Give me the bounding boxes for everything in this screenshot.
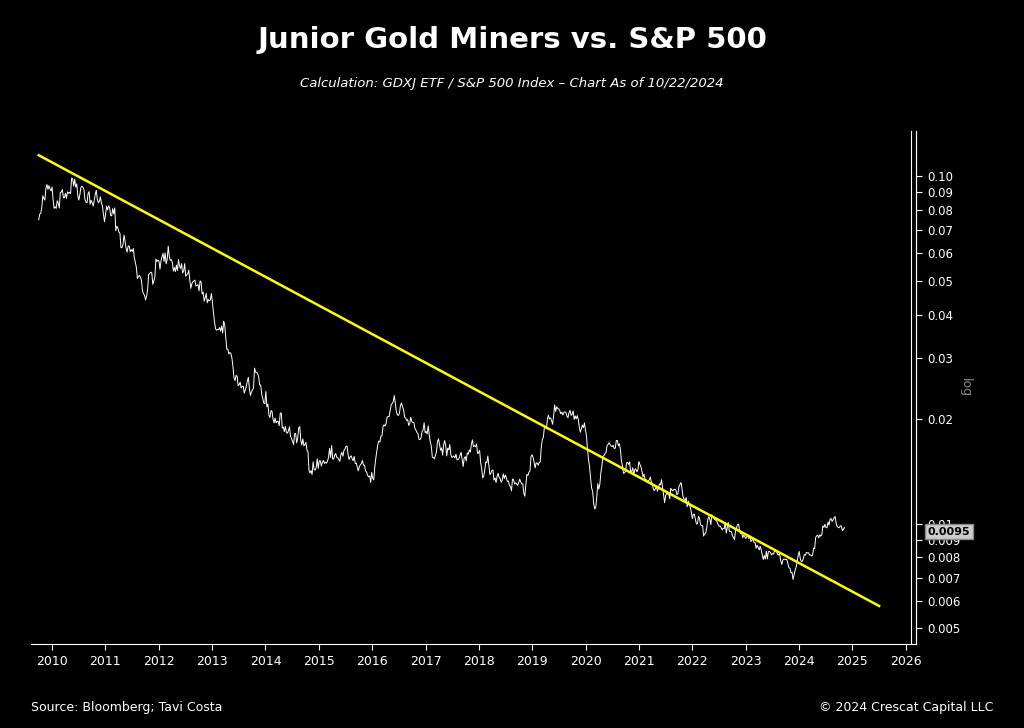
Text: © 2024 Crescat Capital LLC: © 2024 Crescat Capital LLC bbox=[819, 701, 993, 714]
Text: Calculation: GDXJ ETF / S&P 500 Index – Chart As of 10/22/2024: Calculation: GDXJ ETF / S&P 500 Index – … bbox=[300, 77, 724, 90]
Text: 0.0095: 0.0095 bbox=[928, 526, 970, 537]
Text: Source: Bloomberg; Tavi Costa: Source: Bloomberg; Tavi Costa bbox=[31, 701, 222, 714]
Text: Junior Gold Miners vs. S&P 500: Junior Gold Miners vs. S&P 500 bbox=[257, 26, 767, 54]
Text: log: log bbox=[958, 378, 972, 397]
